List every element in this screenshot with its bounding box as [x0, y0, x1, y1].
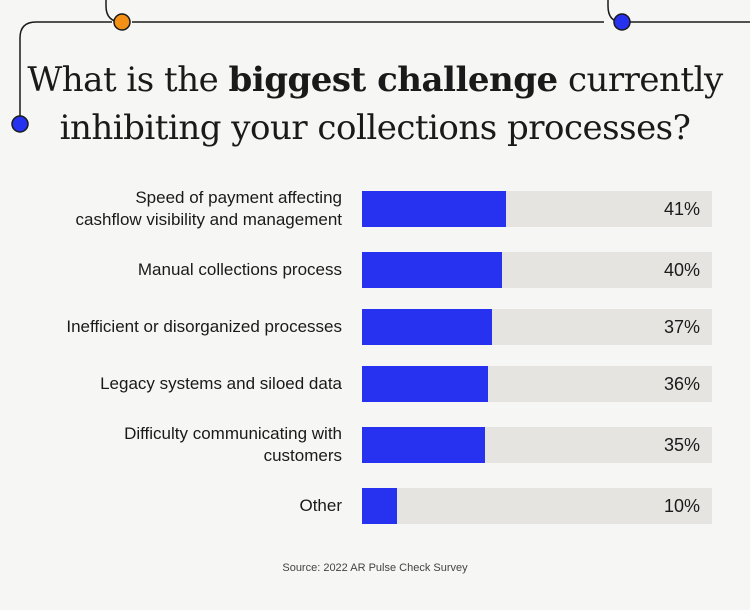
- bar-row: Difficulty communicating with customers 35…: [0, 424, 750, 465]
- bar-label-line: cashflow visibility and management: [75, 210, 342, 229]
- bar-label: Other: [12, 488, 342, 524]
- bar-label-line: Manual collections process: [137, 260, 342, 279]
- bar-label: Manual collections process: [12, 252, 342, 288]
- bar: [362, 191, 506, 227]
- bar-label-line: Speed of payment affecting: [135, 188, 342, 207]
- bar: [362, 427, 485, 463]
- bar-row: Inefficient or disorganized processes 37%: [0, 309, 750, 345]
- bar-label-line: Inefficient or disorganized processes: [66, 317, 342, 336]
- bar-value-label: 35%: [663, 434, 700, 455]
- bar: [362, 309, 492, 345]
- bar-label-line: customers: [263, 446, 342, 465]
- bar-row: Legacy systems and siloed data 36%: [0, 366, 750, 402]
- bar-value-label: 36%: [663, 373, 700, 394]
- bar-track: 36%: [362, 366, 712, 402]
- bar-row: Manual collections process 40%: [0, 252, 750, 288]
- bar: [362, 252, 502, 288]
- bar-label: Legacy systems and siloed data: [12, 366, 342, 402]
- bar-label-line: Difficulty communicating with: [124, 424, 342, 443]
- title-suffix: currently: [557, 60, 723, 100]
- bar-value-label: 40%: [663, 259, 700, 280]
- bar-value-label: 37%: [663, 316, 700, 337]
- bar-track: 10%: [362, 488, 712, 524]
- bar-label: Difficulty communicating with customers: [12, 424, 342, 465]
- bar-row: Speed of payment affecting cashflow visib…: [0, 188, 750, 229]
- orange-dot-icon: [113, 13, 131, 31]
- bar-label: Speed of payment affecting cashflow visib…: [12, 188, 342, 229]
- bar: [362, 366, 488, 402]
- bar-track: 40%: [362, 252, 712, 288]
- bar: [362, 488, 397, 524]
- blue-dot-icon: [613, 13, 631, 31]
- decorative-lines: [11, 0, 750, 133]
- title-line2: inhibiting your collections processes?: [59, 108, 691, 148]
- chart-title: What is the biggest challenge currently …: [0, 56, 750, 152]
- bar-track: 35%: [362, 427, 712, 463]
- title-bold: biggest challenge: [228, 60, 559, 100]
- bar-row: Other 10%: [0, 488, 750, 524]
- bar-track: 37%: [362, 309, 712, 345]
- blue-dot-left-icon: [11, 115, 29, 133]
- bar-label-line: Legacy systems and siloed data: [100, 374, 342, 393]
- title-prefix: What is the: [27, 60, 229, 100]
- bar-value-label: 10%: [663, 495, 700, 516]
- bar-value-label: 41%: [663, 198, 700, 219]
- bar-label: Inefficient or disorganized processes: [12, 309, 342, 345]
- source-note: Source: 2022 AR Pulse Check Survey: [282, 562, 468, 574]
- bar-track: 41%: [362, 191, 712, 227]
- bar-label-line: Other: [299, 496, 342, 515]
